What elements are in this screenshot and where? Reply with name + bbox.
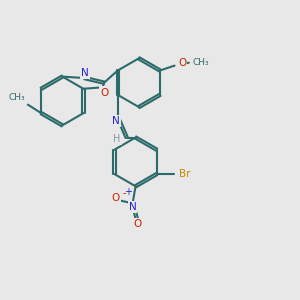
Text: Br: Br <box>179 169 190 179</box>
Text: O: O <box>100 88 108 98</box>
Text: +: + <box>124 187 132 197</box>
Text: N: N <box>129 202 136 212</box>
Text: O: O <box>178 58 186 68</box>
Text: CH₃: CH₃ <box>9 93 26 102</box>
Text: CH₃: CH₃ <box>192 58 209 67</box>
Text: O: O <box>112 193 120 203</box>
Text: -: - <box>123 188 126 198</box>
Text: N: N <box>112 116 120 126</box>
Text: H: H <box>113 134 121 144</box>
Text: O: O <box>134 219 142 229</box>
Text: N: N <box>81 68 89 78</box>
